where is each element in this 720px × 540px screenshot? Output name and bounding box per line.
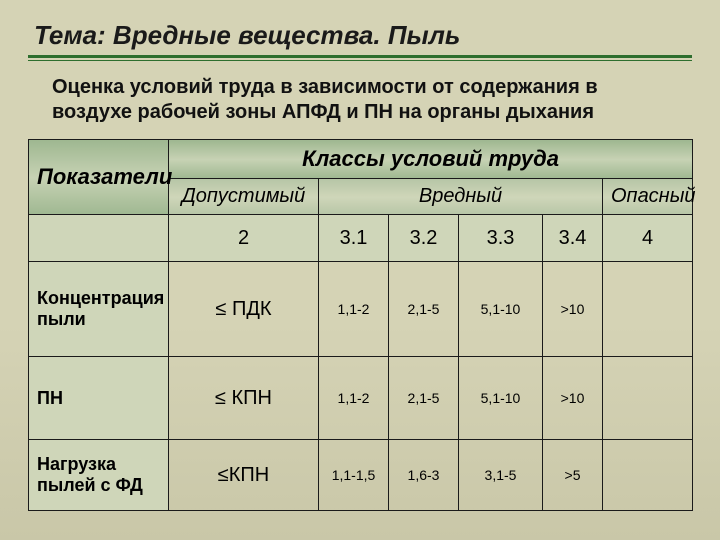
cell-danger (603, 440, 693, 511)
cell-allowable: ≤ ПДК (169, 262, 319, 357)
table-row: Нагрузка пылей с ФД ≤КПН 1,1-1,5 1,6-3 3… (29, 440, 693, 511)
header-dangerous: Опасный (603, 179, 693, 215)
header-allowable: Допустимый (169, 179, 319, 215)
cell-value: >10 (543, 262, 603, 357)
cell-danger (603, 262, 693, 357)
cell-value: 1,6-3 (389, 440, 459, 511)
row-label: ПН (29, 357, 169, 440)
cell-allowable: ≤ КПН (169, 357, 319, 440)
slide-subtitle: Оценка условий труда в зависимости от со… (52, 75, 682, 125)
table-row: ПН ≤ КПН 1,1-2 2,1-5 5,1-10 >10 (29, 357, 693, 440)
class-number: 3.4 (543, 215, 603, 262)
cell-value: 3,1-5 (459, 440, 543, 511)
class-number: 3.2 (389, 215, 459, 262)
cell-value: 2,1-5 (389, 262, 459, 357)
class-number: 3.3 (459, 215, 543, 262)
cell-danger (603, 357, 693, 440)
cell-value: 5,1-10 (459, 262, 543, 357)
slide: Тема: Вредные вещества. Пыль Оценка усло… (0, 0, 720, 540)
title-rule (28, 55, 692, 58)
cell-value: 1,1-1,5 (319, 440, 389, 511)
cell-value: 2,1-5 (389, 357, 459, 440)
table-row: Показатели Классы условий труда (29, 140, 693, 179)
row-label: Концентрация пыли (29, 262, 169, 357)
title-rule-thin (28, 60, 692, 61)
header-harmful: Вредный (319, 179, 603, 215)
conditions-table: Показатели Классы условий труда Допустим… (28, 139, 693, 511)
table-row: 2 3.1 3.2 3.3 3.4 4 (29, 215, 693, 262)
cell-allowable: ≤КПН (169, 440, 319, 511)
header-indicators: Показатели (29, 140, 169, 215)
cell-value: 5,1-10 (459, 357, 543, 440)
class-number: 4 (603, 215, 693, 262)
slide-title: Тема: Вредные вещества. Пыль (34, 20, 692, 51)
class-number: 2 (169, 215, 319, 262)
cell-value: >10 (543, 357, 603, 440)
table-row: Концентрация пыли ≤ ПДК 1,1-2 2,1-5 5,1-… (29, 262, 693, 357)
cell-value: 1,1-2 (319, 262, 389, 357)
header-empty (29, 215, 169, 262)
cell-value: 1,1-2 (319, 357, 389, 440)
header-classes: Классы условий труда (169, 140, 693, 179)
row-label: Нагрузка пылей с ФД (29, 440, 169, 511)
class-number: 3.1 (319, 215, 389, 262)
cell-value: >5 (543, 440, 603, 511)
